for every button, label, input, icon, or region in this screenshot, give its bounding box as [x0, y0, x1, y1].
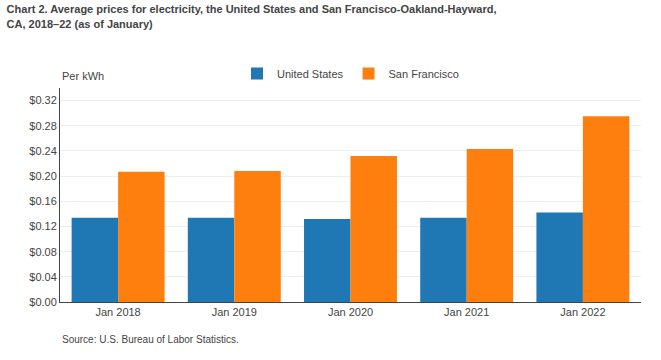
- svg-text:Jan 2020: Jan 2020: [328, 306, 373, 318]
- svg-text:$0.12: $0.12: [29, 220, 57, 232]
- svg-text:$0.32: $0.32: [29, 94, 57, 106]
- svg-text:Source: U.S. Bureau of Labor S: Source: U.S. Bureau of Labor Statistics.: [62, 334, 239, 345]
- svg-text:Chart 2. Average prices for el: Chart 2. Average prices for electricity,…: [7, 3, 497, 29]
- svg-text:Jan 2018: Jan 2018: [95, 306, 140, 318]
- svg-text:Jan 2021: Jan 2021: [444, 306, 489, 318]
- svg-text:San Francisco: San Francisco: [389, 68, 459, 80]
- svg-text:$0.08: $0.08: [29, 246, 57, 258]
- svg-text:United States: United States: [277, 68, 344, 80]
- svg-text:$0.28: $0.28: [29, 120, 57, 132]
- svg-text:$0.24: $0.24: [29, 145, 57, 157]
- svg-text:Jan 2022: Jan 2022: [560, 306, 605, 318]
- svg-text:$0.00: $0.00: [29, 296, 57, 308]
- svg-text:Per kWh: Per kWh: [62, 70, 104, 82]
- svg-text:$0.04: $0.04: [29, 271, 57, 283]
- svg-text:$0.16: $0.16: [29, 195, 57, 207]
- svg-text:Jan 2019: Jan 2019: [212, 306, 257, 318]
- svg-text:$0.20: $0.20: [29, 170, 57, 182]
